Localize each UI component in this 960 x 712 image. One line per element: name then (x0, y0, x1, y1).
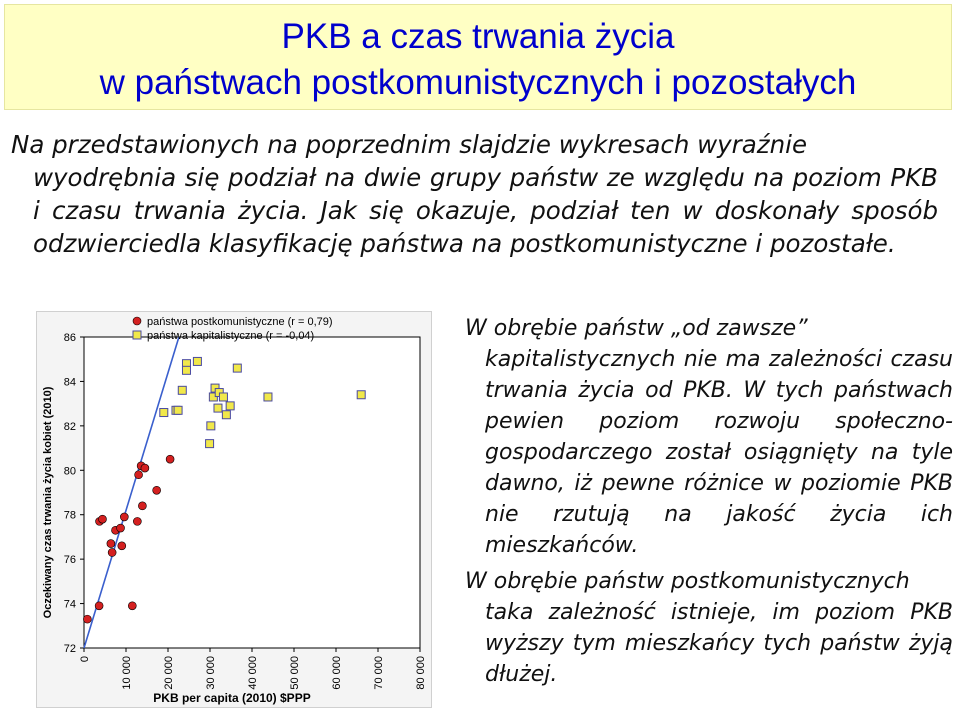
paragraph-capitalist-rest: kapitalistycznych nie ma zależności czas… (485, 347, 953, 558)
data-point-capitalist (225, 401, 235, 411)
data-point-postcommunist (133, 517, 142, 526)
data-point-postcommunist (165, 454, 175, 464)
x-tick-label: 10 000 (121, 656, 133, 690)
paragraph-postcommunist-rest: taka zależność istnieje, im poziom PKB w… (485, 600, 953, 687)
y-tick-label: 86 (64, 332, 76, 344)
data-point-postcommunist (116, 523, 125, 533)
x-tick-label: 40 000 (247, 656, 259, 690)
y-tick-label: 74 (64, 599, 76, 611)
y-tick-label: 82 (64, 421, 76, 433)
page-title-line-2: w państwach postkomunistycznych i pozost… (99, 63, 857, 102)
data-point-capitalist (221, 410, 231, 420)
y-tick-label: 72 (64, 643, 76, 655)
y-axis-label: Oczekiwany czas trwania życia kobiet (20… (42, 386, 54, 618)
y-tick-label: 80 (64, 465, 76, 477)
paragraph-capitalist: W obrębie państw „od zawsze” kapitalisty… (465, 313, 953, 561)
x-tick-label: 60 000 (331, 656, 343, 690)
intro-first-line: Na przedstawionych na poprzednim slajdzi… (11, 130, 808, 159)
data-point-postcommunist (120, 512, 129, 522)
data-point-postcommunist (98, 514, 107, 524)
paragraph-capitalist-first: W obrębie państw „od zawsze” (465, 316, 808, 341)
data-point-capitalist (181, 365, 191, 375)
data-point-capitalist (263, 392, 273, 402)
page-title-line-1: PKB a czas trwania życia (281, 17, 675, 56)
legend-marker-postcommunist (132, 316, 142, 326)
paragraph-postcommunist-first: W obrębie państw postkomunistycznych (465, 569, 910, 594)
data-point-postcommunist (94, 601, 104, 611)
x-tick-label: 30 000 (205, 656, 217, 690)
data-point-postcommunist (117, 541, 127, 551)
data-point-postcommunist (140, 463, 150, 473)
data-point-postcommunist (152, 485, 161, 495)
data-point-capitalist (206, 421, 216, 431)
legend-marker-capitalist (132, 330, 142, 340)
y-tick-label: 78 (64, 510, 76, 522)
data-point-capitalist (192, 356, 202, 366)
x-tick-label: 0 (79, 656, 91, 662)
data-point-postcommunist (83, 614, 92, 624)
y-tick-label: 76 (64, 554, 76, 566)
legend-label: państwa postkomunistyczne (r = 0,79) (147, 316, 333, 328)
regression-line (83, 336, 180, 649)
data-point-capitalist (232, 363, 242, 373)
data-point-capitalist (356, 390, 366, 400)
x-axis-label: PKB per capita (2010) $PPP (153, 691, 310, 705)
data-point-postcommunist (106, 539, 116, 548)
data-point-capitalist (173, 405, 183, 415)
data-point-postcommunist (107, 548, 117, 557)
x-tick-label: 80 000 (415, 656, 427, 690)
x-tick-label: 20 000 (163, 656, 175, 690)
intro-rest: wyodrębnia się podział na dwie grupy pań… (33, 163, 938, 258)
paragraph-postcommunist: W obrębie państw postkomunistycznych tak… (465, 566, 953, 690)
y-tick-label: 84 (64, 376, 76, 388)
data-point-capitalist (213, 403, 223, 413)
data-point-capitalist (159, 408, 169, 418)
scatter-chart: 72 74 76 78 80 82 84 86 0 10 000 20 000 30 000 40 00… (42, 316, 427, 705)
data-point-capitalist (177, 385, 187, 395)
data-point-postcommunist (134, 470, 143, 480)
legend-label: państwa kapitalistyczne (r = -0,04) (147, 330, 314, 342)
x-tick-label: 50 000 (289, 656, 301, 690)
data-point-postcommunist (128, 601, 137, 611)
title-banner: PKB a czas trwania życia w państwach pos… (4, 4, 952, 110)
intro-paragraph: Na przedstawionych na poprzednim slajdzi… (11, 128, 938, 260)
data-point-postcommunist (138, 501, 147, 511)
data-point-capitalist (205, 439, 215, 449)
scatter-chart-panel: 72 74 76 78 80 82 84 86 0 10 000 20 000 30 000 40 00… (36, 311, 432, 708)
data-point-capitalist (218, 392, 228, 402)
x-tick-label: 70 000 (373, 656, 385, 690)
plot-area (83, 336, 421, 649)
